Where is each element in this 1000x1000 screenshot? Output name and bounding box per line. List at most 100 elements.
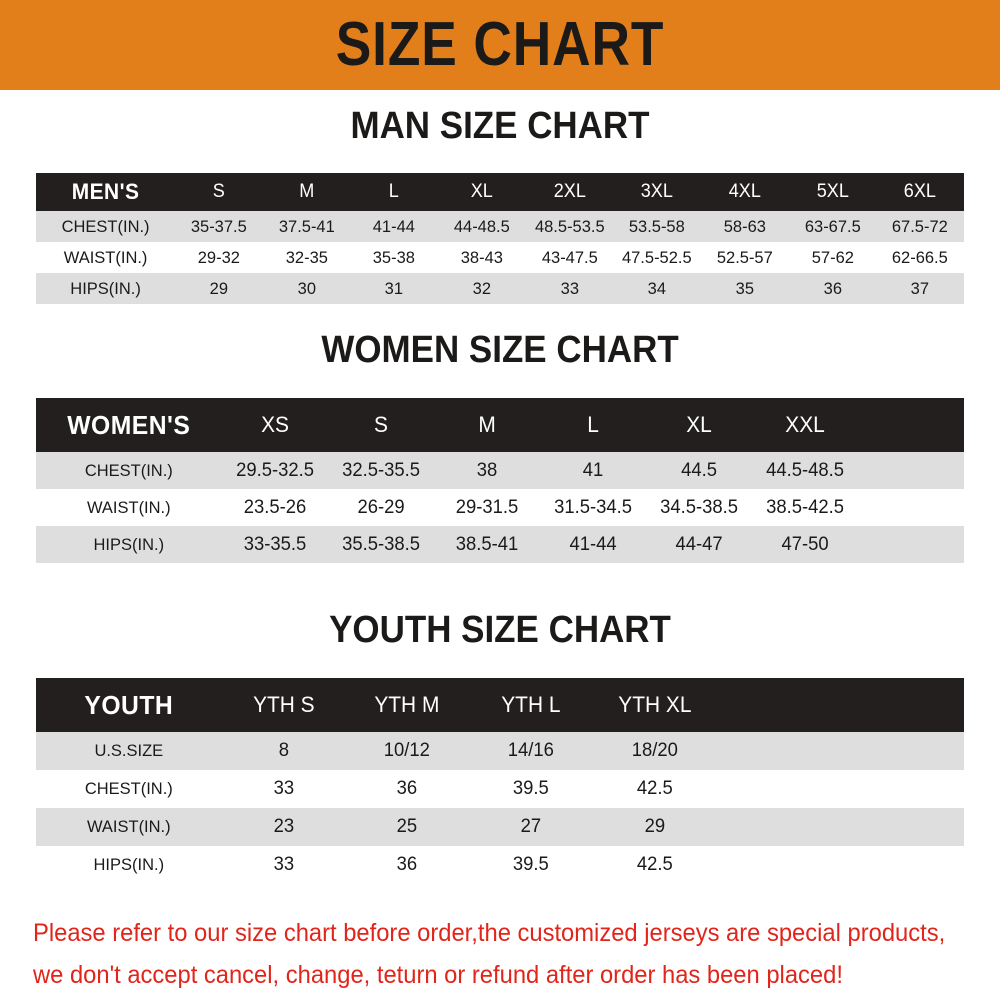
table-cell bbox=[859, 526, 962, 563]
table-cell: 25 bbox=[396, 816, 418, 837]
youth-row-label: WAIST(IN.) bbox=[86, 817, 171, 836]
table-row: WAIST(IN.) 29-32 32-35 35-38 38-43 43-47.5 47.… bbox=[36, 242, 964, 273]
youth-column-header bbox=[720, 678, 838, 732]
women-table-head: WOMEN'S XS S M L XL XXL bbox=[36, 398, 964, 452]
section-title-man: MAN SIZE CHART bbox=[350, 105, 650, 147]
table-cell: 63-67.5 bbox=[804, 216, 861, 236]
youth-row-label: CHEST(IN.) bbox=[84, 779, 173, 798]
table-cell: 35.5-38.5 bbox=[341, 533, 420, 555]
table-cell: 27 bbox=[520, 816, 542, 837]
table-cell: 36 bbox=[396, 778, 418, 799]
banner-title: SIZE CHART bbox=[335, 10, 665, 79]
table-row: U.S.SIZE 8 10/12 14/16 18/20 bbox=[36, 732, 964, 770]
man-column-header: S bbox=[212, 181, 226, 202]
table-row: WAIST(IN.) 23 25 27 29 bbox=[36, 808, 964, 846]
table-cell bbox=[842, 846, 962, 884]
table-cell: 23.5-26 bbox=[243, 496, 306, 518]
table-cell: 34 bbox=[648, 278, 667, 298]
women-row-label: WAIST(IN.) bbox=[86, 497, 171, 517]
women-column-header: XS bbox=[260, 412, 289, 437]
table-row: CHEST(IN.) 35-37.5 37.5-41 41-44 44-48.5 48.5… bbox=[36, 211, 964, 242]
women-table-body: CHEST(IN.) 29.5-32.5 32.5-35.5 38 41 44.5 44.5… bbox=[36, 452, 964, 563]
table-cell: 23 bbox=[273, 816, 294, 837]
youth-row-label: HIPS(IN.) bbox=[93, 855, 165, 874]
women-column-header: XXL bbox=[785, 412, 825, 437]
table-cell: 44.5-48.5 bbox=[765, 459, 844, 481]
page-banner: SIZE CHART bbox=[0, 0, 1000, 90]
youth-table-body: U.S.SIZE 8 10/12 14/16 18/20 CHEST(IN.) 33 36 39… bbox=[36, 732, 964, 884]
youth-column-header: YTH M bbox=[374, 692, 440, 717]
man-column-header: XL bbox=[470, 181, 493, 202]
man-column-header: 2XL bbox=[553, 181, 586, 202]
man-column-header: 3XL bbox=[641, 181, 674, 202]
table-cell: 30 bbox=[297, 278, 316, 298]
women-column-header: L bbox=[586, 412, 599, 437]
youth-header-row: YOUTH YTH S YTH M YTH L YTH XL bbox=[36, 678, 964, 732]
table-row: HIPS(IN.) 29 30 31 32 33 34 35 36 37 bbox=[36, 273, 964, 304]
table-cell: 37 bbox=[910, 278, 930, 298]
man-table-corner-label: MEN'S bbox=[71, 179, 140, 204]
women-table-corner-label: WOMEN'S bbox=[67, 409, 191, 440]
man-row-label: WAIST(IN.) bbox=[63, 247, 148, 267]
table-cell: 29 bbox=[209, 278, 229, 298]
table-cell: 41-44 bbox=[373, 216, 416, 236]
women-column-header: XL bbox=[686, 412, 712, 437]
table-cell: 41-44 bbox=[569, 533, 617, 555]
table-cell: 18/20 bbox=[631, 740, 678, 761]
women-column-header: S bbox=[373, 412, 388, 437]
table-cell: 58-63 bbox=[723, 216, 766, 236]
table-cell: 38.5-42.5 bbox=[765, 496, 844, 518]
table-cell: 57-62 bbox=[811, 247, 854, 267]
table-cell: 47-50 bbox=[781, 533, 829, 555]
table-cell: 41 bbox=[582, 459, 604, 481]
table-row: HIPS(IN.) 33-35.5 35.5-38.5 38.5-41 41-44 44-… bbox=[36, 526, 964, 563]
footer-note-line-1: Please refer to our size chart before or… bbox=[33, 919, 946, 947]
table-cell: 47.5-52.5 bbox=[622, 247, 693, 267]
table-row: CHEST(IN.) 29.5-32.5 32.5-35.5 38 41 44.5 44.5… bbox=[36, 452, 964, 489]
youth-column-header: YTH S bbox=[252, 692, 315, 717]
table-cell: 14/16 bbox=[507, 740, 554, 761]
table-cell: 62-66.5 bbox=[892, 247, 949, 267]
man-column-header: L bbox=[389, 181, 400, 202]
table-cell: 29-31.5 bbox=[455, 496, 518, 518]
table-cell: 43-47.5 bbox=[541, 247, 598, 267]
table-cell: 10/12 bbox=[384, 740, 431, 761]
women-column-header bbox=[861, 398, 962, 452]
man-column-header: 6XL bbox=[904, 181, 937, 202]
table-cell: 32-35 bbox=[285, 247, 328, 267]
women-header-row: WOMEN'S XS S M L XL XXL bbox=[36, 398, 964, 452]
table-cell: 38.5-41 bbox=[455, 533, 518, 555]
table-cell: 44-48.5 bbox=[453, 216, 510, 236]
table-cell: 29 bbox=[644, 816, 665, 837]
women-row-label: HIPS(IN.) bbox=[93, 534, 165, 554]
table-cell: 32.5-35.5 bbox=[341, 459, 420, 481]
footer-note: Please refer to our size chart before or… bbox=[33, 912, 946, 996]
table-cell: 67.5-72 bbox=[892, 216, 949, 236]
table-cell: 39.5 bbox=[512, 854, 549, 875]
man-table-head: MEN'S S M L XL 2XL 3XL 4XL 5XL 6XL bbox=[36, 173, 964, 211]
table-cell: 36 bbox=[396, 854, 418, 875]
youth-table-corner-label: YOUTH bbox=[84, 689, 174, 720]
women-column-header: M bbox=[478, 412, 496, 437]
table-cell: 38 bbox=[476, 459, 497, 481]
man-row-label: HIPS(IN.) bbox=[70, 278, 141, 298]
women-size-table: WOMEN'S XS S M L XL XXL CHEST(IN.) 29.5-32.5 32.… bbox=[36, 398, 964, 563]
table-cell: 26-29 bbox=[357, 496, 405, 518]
table-cell: 31.5-34.5 bbox=[553, 496, 632, 518]
table-cell: 48.5-53.5 bbox=[534, 216, 605, 236]
table-row: HIPS(IN.) 33 36 39.5 42.5 bbox=[36, 846, 964, 884]
man-table-body: CHEST(IN.) 35-37.5 37.5-41 41-44 44-48.5 48.5… bbox=[36, 211, 964, 304]
table-row: WAIST(IN.) 23.5-26 26-29 29-31.5 31.5-34.5 34… bbox=[36, 489, 964, 526]
table-cell: 33 bbox=[560, 278, 579, 298]
table-cell: 36 bbox=[823, 278, 842, 298]
youth-size-table: YOUTH YTH S YTH M YTH L YTH XL U.S.SIZE 8 10/1… bbox=[36, 678, 964, 884]
table-cell bbox=[718, 770, 838, 808]
section-title-youth: YOUTH SIZE CHART bbox=[329, 609, 671, 651]
table-cell: 33-35.5 bbox=[243, 533, 306, 555]
youth-column-header bbox=[843, 678, 961, 732]
table-cell: 35-38 bbox=[373, 247, 416, 267]
table-cell bbox=[718, 808, 838, 846]
table-cell: 38-43 bbox=[460, 247, 504, 267]
table-cell: 34.5-38.5 bbox=[659, 496, 738, 518]
table-cell: 42.5 bbox=[636, 854, 673, 875]
